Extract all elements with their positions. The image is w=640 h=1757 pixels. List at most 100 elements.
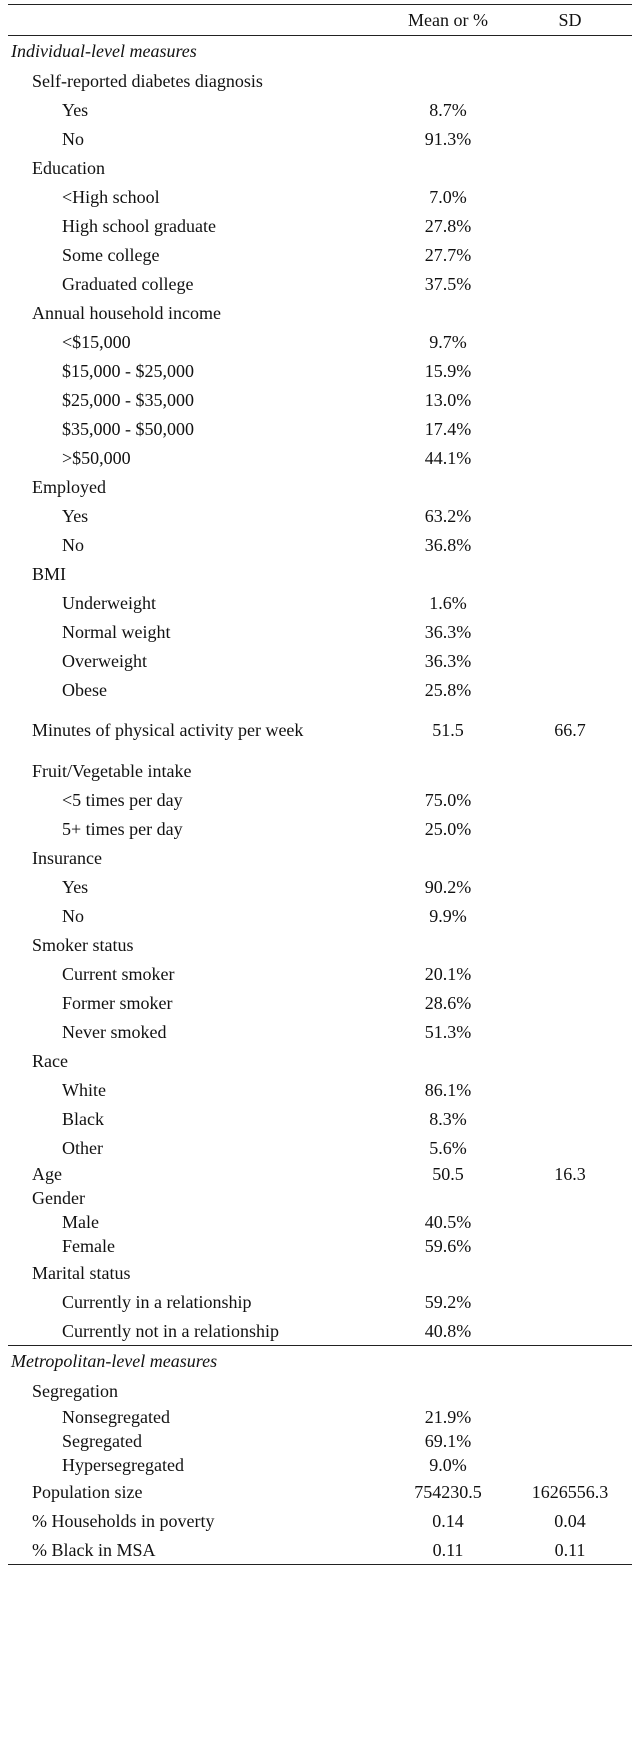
mean-or-percent-value — [384, 1258, 508, 1287]
mean-or-percent-value: 44.1% — [424, 447, 472, 468]
category-label: >$50,000 — [62, 447, 131, 468]
variable-label: Education — [32, 157, 105, 178]
mean-or-percent-value: 15.9% — [424, 360, 472, 381]
mean-or-percent-value — [384, 472, 508, 501]
header-label-column — [8, 4, 384, 36]
category-row: Normal weight 36.3% — [8, 617, 632, 646]
mean-or-percent-value — [384, 1046, 508, 1075]
variable-label: Age — [32, 1164, 62, 1184]
mean-or-percent-value: 17.4% — [424, 418, 472, 439]
sd-value — [508, 930, 632, 959]
category-row: $15,000 - $25,000 15.9% — [8, 356, 632, 385]
variable-row: Minutes of physical activity per week 51.… — [8, 704, 632, 756]
mean-or-percent-value: 1.6% — [429, 592, 467, 613]
mean-or-percent-value: 27.8% — [424, 215, 472, 236]
section-header-row: Individual-level measures — [8, 36, 632, 67]
sd-value — [508, 901, 632, 930]
variable-label: % Households in poverty — [32, 1510, 215, 1531]
category-label: Segregated — [62, 1431, 142, 1451]
mean-or-percent-value: 75.0% — [424, 789, 472, 810]
mean-or-percent-value: 27.7% — [424, 244, 472, 265]
category-row: Black 8.3% — [8, 1104, 632, 1133]
category-row: No 91.3% — [8, 124, 632, 153]
variable-label: Insurance — [32, 847, 102, 868]
category-row: Former smoker 28.6% — [8, 988, 632, 1017]
mean-or-percent-value: 63.2% — [424, 505, 472, 526]
mean-or-percent-value: 7.0% — [429, 186, 467, 207]
mean-or-percent-value — [384, 153, 508, 182]
mean-or-percent-value — [384, 930, 508, 959]
table-body: Individual-level measures Self-reported d… — [8, 36, 632, 1565]
mean-or-percent-value: 69.1% — [424, 1431, 472, 1451]
mean-or-percent-value — [384, 559, 508, 588]
variable-label: Self-reported diabetes diagnosis — [32, 70, 263, 91]
mean-or-percent-value: 5.6% — [429, 1137, 467, 1158]
section-title: Individual-level measures — [11, 41, 197, 61]
mean-or-percent-value — [384, 756, 508, 785]
sd-value — [508, 211, 632, 240]
category-row: 5+ times per day 25.0% — [8, 814, 632, 843]
category-label: <High school — [62, 186, 160, 207]
category-label: 5+ times per day — [62, 818, 183, 839]
category-row: Yes 90.2% — [8, 872, 632, 901]
variable-label: BMI — [32, 563, 67, 584]
category-label: Currently in a relationship — [62, 1291, 252, 1312]
sd-value — [508, 559, 632, 588]
variable-row: Race — [8, 1046, 632, 1075]
sd-value — [508, 95, 632, 124]
sd-value — [508, 843, 632, 872]
sd-value: 0.04 — [554, 1510, 586, 1531]
mean-or-percent-value: 36.3% — [424, 621, 472, 642]
sd-value: 0.11 — [508, 1535, 632, 1565]
category-label: Male — [62, 1212, 99, 1232]
variable-row: Insurance — [8, 843, 632, 872]
mean-or-percent-value: 8.7% — [429, 99, 467, 120]
variable-row: % Black in MSA 0.11 0.11 — [8, 1535, 632, 1565]
header-mean-column: Mean or % — [384, 4, 508, 36]
variable-label: Marital status — [32, 1262, 131, 1283]
category-row: $25,000 - $35,000 13.0% — [8, 385, 632, 414]
mean-or-percent-value — [384, 843, 508, 872]
sd-value — [508, 1453, 632, 1477]
sd-value — [508, 1133, 632, 1162]
category-label: White — [62, 1079, 106, 1100]
sd-value — [508, 814, 632, 843]
mean-or-percent-value: 0.11 — [384, 1535, 508, 1565]
section-header-row: Metropolitan-level measures — [8, 1345, 632, 1376]
category-row: Hypersegregated 9.0% — [8, 1453, 632, 1477]
variable-label: Annual household income — [32, 302, 221, 323]
category-label: Never smoked — [62, 1021, 167, 1042]
mean-or-percent-value: 59.2% — [424, 1291, 472, 1312]
category-label: Graduated college — [62, 273, 194, 294]
sd-value — [508, 414, 632, 443]
descriptive-statistics-table-container: Mean or % SD Individual-level measures Se… — [8, 4, 632, 1565]
sd-value — [508, 472, 632, 501]
category-row: White 86.1% — [8, 1075, 632, 1104]
category-label: <5 times per day — [62, 789, 183, 810]
sd-value — [508, 327, 632, 356]
category-row: <5 times per day 75.0% — [8, 785, 632, 814]
sd-value — [508, 182, 632, 211]
descriptive-statistics-table: Mean or % SD Individual-level measures Se… — [8, 4, 632, 1565]
variable-label: Population size — [32, 1481, 143, 1502]
mean-or-percent-value: 754230.5 — [414, 1481, 482, 1502]
category-label: Yes — [62, 876, 89, 897]
category-row: Segregated 69.1% — [8, 1429, 632, 1453]
category-row: Male 40.5% — [8, 1210, 632, 1234]
variable-row: Marital status — [8, 1258, 632, 1287]
category-label: Hypersegregated — [62, 1455, 184, 1475]
category-label: Female — [62, 1236, 115, 1256]
header-sd-column: SD — [508, 4, 632, 36]
category-label: $15,000 - $25,000 — [62, 360, 194, 381]
category-row: Overweight 36.3% — [8, 646, 632, 675]
sd-value — [508, 1429, 632, 1453]
category-row: Never smoked 51.3% — [8, 1017, 632, 1046]
mean-or-percent-value: 25.8% — [424, 679, 472, 700]
category-label: Yes — [62, 99, 89, 120]
sd-value — [508, 872, 632, 901]
category-label: $35,000 - $50,000 — [62, 418, 194, 439]
variable-row: Gender — [8, 1186, 632, 1210]
variable-row: Annual household income — [8, 298, 632, 327]
mean-or-percent-value: 20.1% — [424, 963, 472, 984]
variable-label: Minutes of physical activity per week — [32, 720, 304, 740]
